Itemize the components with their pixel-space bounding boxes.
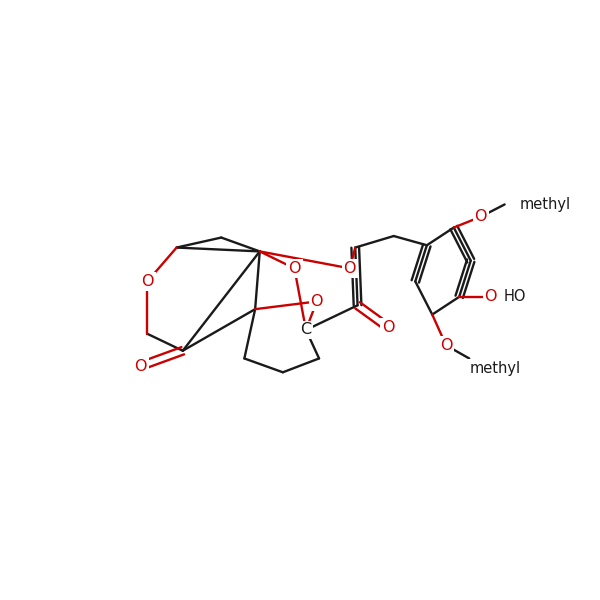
Text: C: C (301, 322, 311, 337)
Text: methyl: methyl (519, 197, 571, 212)
Text: O: O (288, 261, 301, 276)
Text: HO: HO (504, 289, 526, 304)
Text: methyl: methyl (469, 361, 520, 376)
Text: O: O (440, 338, 452, 353)
Text: O: O (485, 289, 497, 304)
Text: O: O (141, 274, 154, 289)
Text: O: O (475, 209, 487, 224)
Text: O: O (344, 261, 356, 276)
Text: O: O (310, 294, 323, 309)
Text: O: O (134, 359, 146, 374)
Text: O: O (382, 320, 395, 335)
